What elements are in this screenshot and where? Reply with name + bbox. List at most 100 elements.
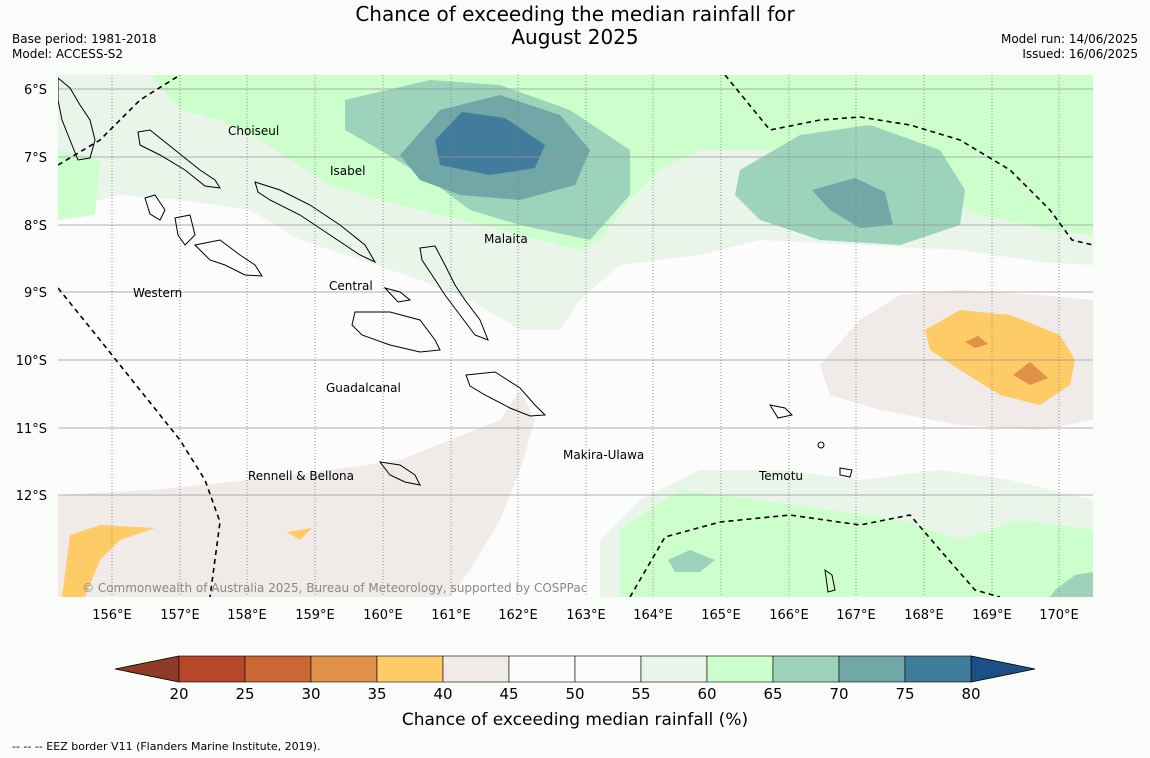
island-central [383,287,412,303]
island-western-1 [174,214,196,246]
colorbar-swatch [244,655,312,683]
label-western: Western [133,286,182,300]
title-line-1: Chance of exceeding the median rainfall … [355,2,795,26]
meta-right: Model run: 14/06/2025 Issued: 16/06/2025 [1001,32,1138,62]
model-run: Model run: 14/06/2025 [1000,32,1138,46]
zone-35-40-southwest [62,525,155,597]
lon-gridlines [111,75,1060,597]
island-isabel [254,181,377,264]
label-isabel: Isabel [330,164,365,178]
colorbar-tick-label: 35 [367,685,386,703]
lon-label: 165°E [701,608,741,623]
eez-borders [58,75,1093,597]
colorbar-tick-label: 65 [763,685,782,703]
lon-label: 158°E [227,608,267,623]
label-makira-ulawa: Makira-Ulawa [563,448,644,462]
colorbar-tick-label: 50 [565,685,584,703]
zone-35-40-small [287,528,312,540]
label-rennell-bellona: Rennell & Bellona [248,469,354,483]
chart-title: Chance of exceeding the median rainfall … [0,3,1150,49]
title-line-2: August 2025 [511,25,639,49]
base-period: Base period: 1981-2018 [12,32,157,46]
colorbar-swatch [904,655,972,683]
colorbar-tick-label: 80 [961,685,980,703]
colorbar-swatch [310,655,378,683]
colorbar-tick-label: 55 [631,685,650,703]
colorbar-swatch [178,655,246,683]
lon-label: 156°E [92,608,132,623]
lon-label: 159°E [295,608,335,623]
island-choiseul [137,129,221,189]
colorbar-swatch [376,655,444,683]
colorbar-tick-label: 70 [829,685,848,703]
colorbar-tick-label: 60 [697,685,716,703]
lon-label: 170°E [1039,608,1079,623]
colorbar-tick-label: 30 [301,685,320,703]
zone-75-80 [435,112,545,175]
island-western-3 [144,194,166,221]
copyright-text: © Commonwealth of Australia 2025, Bureau… [82,581,587,595]
island-temotu-3 [817,441,825,449]
colorbar-swatch [838,655,906,683]
island-malaita [419,245,489,341]
zone-65-70-south [668,550,715,572]
lat-axis-labels: 6°S 7°S 8°S 9°S 10°S 11°S 12°S [16,83,47,504]
place-labels: Choiseul Isabel Malaita Central Western … [133,124,803,483]
issued-date: Issued: 16/06/2025 [1022,47,1138,61]
lon-label: 168°E [904,608,944,623]
zone-60-65-south [620,490,1093,597]
lat-label: 11°S [16,422,47,437]
colorbar-tick-label: 40 [433,685,452,703]
colorbar-over-arrow [970,655,1036,683]
lon-axis-labels: 156°E 157°E 158°E 159°E 160°E 161°E 162°… [92,608,1079,623]
colorbar-swatch [772,655,840,683]
colorbar-tick-label: 20 [169,685,188,703]
eez-northwest [58,75,181,166]
island-guadalcanal [351,311,441,353]
lon-label: 160°E [363,608,403,623]
zone-30-35-a [965,336,988,348]
lat-label: 6°S [24,83,47,98]
zone-40-45-southwest [58,390,535,597]
label-guadalcanal: Guadalcanal [326,381,401,395]
model-name: Model: ACCESS-S2 [12,47,124,61]
lat-label: 10°S [16,354,47,369]
island-bougainville [58,77,96,161]
lon-label: 167°E [836,608,876,623]
colorbar-tick-label: 25 [235,685,254,703]
eez-southeast [629,514,1001,597]
label-malaita: Malaita [484,232,528,246]
colorbar-swatch [640,655,708,683]
eez-west [58,287,221,597]
zone-30-35-b [1013,362,1048,385]
lat-label: 9°S [24,286,47,301]
colorbar-tick-label: 45 [499,685,518,703]
colorbar-swatch [508,655,576,683]
colorbar: 20 25 30 35 40 45 50 55 60 65 70 75 80 [114,655,1036,703]
lon-label: 169°E [972,608,1012,623]
map-area [58,75,1093,597]
lon-label: 162°E [498,608,538,623]
zone-65-70-southeast [1050,572,1093,597]
island-temotu-2 [839,467,853,478]
colorbar-swatch [574,655,642,683]
island-western-2 [193,239,263,277]
lat-gridlines [58,88,1093,496]
colorbar-swatch [706,655,774,683]
lon-label: 161°E [431,608,471,623]
zone-60-65-west [58,150,100,220]
colorbar-swatch [442,655,510,683]
island-makira [465,371,547,417]
lon-label: 157°E [160,608,200,623]
lon-label: 163°E [566,608,606,623]
lat-label: 7°S [24,151,47,166]
colorbar-under-arrow [114,655,180,683]
colorbar-label: Chance of exceeding median rainfall (%) [401,710,749,730]
zone-70-75-east [812,178,893,228]
colorbar-tick-label: 75 [895,685,914,703]
island-temotu-1 [768,404,794,419]
label-central: Central [329,279,373,293]
eez-legend-note: -- -- -- EEZ border V11 (Flanders Marine… [12,740,321,753]
lat-label: 8°S [24,219,47,234]
